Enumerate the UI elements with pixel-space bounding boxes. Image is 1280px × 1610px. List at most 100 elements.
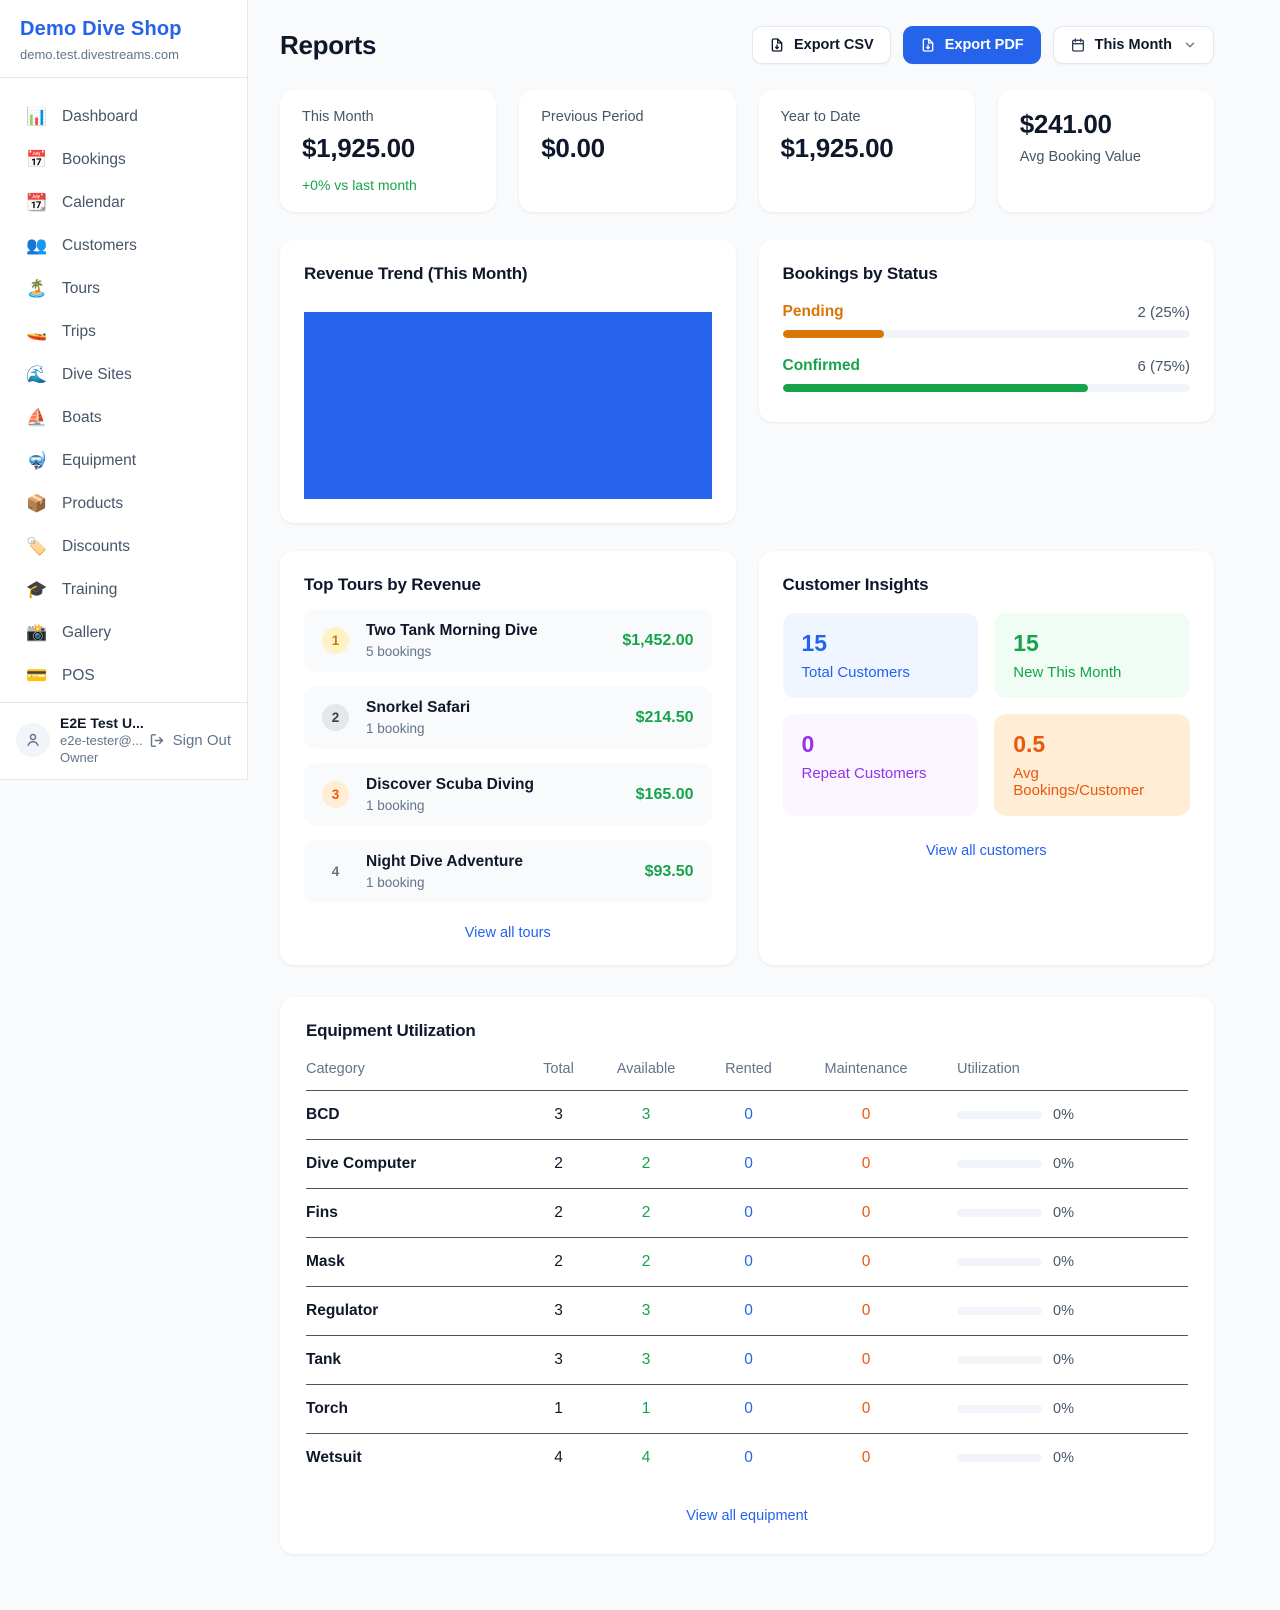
cell-rented: 0 bbox=[744, 1351, 753, 1368]
equipment-utilization-title: Equipment Utilization bbox=[306, 1021, 476, 1040]
utilization-bar bbox=[957, 1307, 1042, 1315]
cell-total: 3 bbox=[554, 1351, 563, 1368]
column-header-rented: Rented bbox=[725, 1061, 772, 1077]
cell-total: 2 bbox=[554, 1253, 563, 1270]
user-meta: E2E Test U... e2e-tester@... Owner bbox=[60, 715, 144, 765]
table-row: BCD 3 3 0 0 0% bbox=[306, 1091, 1188, 1140]
cell-maintenance: 0 bbox=[861, 1302, 871, 1319]
page-title: Reports bbox=[280, 29, 377, 60]
utilization-percent: 0% bbox=[1053, 1352, 1074, 1368]
sidebar-item-trips[interactable]: 🚤 Trips bbox=[14, 313, 233, 351]
status-progress-fill bbox=[782, 384, 1089, 392]
tour-row: 2 Snorkel Safari 1 booking $214.50 bbox=[304, 686, 712, 749]
sidebar-item-gallery[interactable]: 📸 Gallery bbox=[14, 614, 233, 652]
cell-available: 3 bbox=[641, 1302, 651, 1319]
training-icon: 🎓 bbox=[26, 580, 48, 599]
equipment-icon: 🤿 bbox=[26, 451, 48, 470]
cell-available: 4 bbox=[641, 1449, 651, 1466]
sidebar-item-label: Training bbox=[62, 581, 118, 598]
view-all-equipment-link[interactable]: View all equipment bbox=[686, 1508, 808, 1524]
file-export-icon bbox=[771, 38, 783, 52]
table-row: Tank 3 3 0 0 0% bbox=[306, 1336, 1188, 1385]
sidebar-item-equipment[interactable]: 🤿 Equipment bbox=[14, 442, 233, 480]
cell-available: 3 bbox=[641, 1106, 651, 1123]
cell-category: BCD bbox=[306, 1106, 340, 1123]
column-header-category: Category bbox=[306, 1061, 365, 1077]
tour-name: Snorkel Safari bbox=[366, 699, 471, 716]
column-header-total: Total bbox=[543, 1061, 574, 1077]
sidebar-item-tours[interactable]: 🏝️ Tours bbox=[14, 270, 233, 308]
sidebar-item-discounts[interactable]: 🏷️ Discounts bbox=[14, 528, 233, 566]
sidebar-item-dive-sites[interactable]: 🌊 Dive Sites bbox=[14, 356, 233, 394]
revenue-trend-bar bbox=[304, 312, 712, 499]
sidebar-item-label: Boats bbox=[62, 409, 102, 426]
discounts-icon: 🏷️ bbox=[26, 537, 48, 556]
cell-maintenance: 0 bbox=[861, 1351, 871, 1368]
tours-icon: 🏝️ bbox=[26, 279, 48, 298]
sign-out-label: Sign Out bbox=[172, 731, 231, 749]
lists-row: Top Tours by Revenue 1 Two Tank Morning … bbox=[280, 551, 1214, 965]
sidebar-item-pos[interactable]: 💳 POS bbox=[14, 657, 233, 695]
sidebar-nav: 📊 Dashboard 📅 Bookings 📆 Calendar 👥 Customer… bbox=[0, 78, 247, 722]
tour-row: 1 Two Tank Morning Dive 5 bookings $1,452… bbox=[304, 609, 712, 672]
utilization-percent: 0% bbox=[1053, 1107, 1074, 1123]
tour-bookings: 1 booking bbox=[366, 721, 425, 736]
period-dropdown[interactable]: This Month bbox=[1052, 26, 1214, 64]
status-row-confirmed: Confirmed 6 (75%) bbox=[782, 357, 1190, 392]
export-pdf-button[interactable]: Export PDF bbox=[902, 26, 1041, 64]
export-csv-button[interactable]: Export CSV bbox=[751, 26, 891, 64]
tour-revenue: $165.00 bbox=[635, 785, 694, 803]
stat-value: $0.00 bbox=[541, 133, 605, 163]
tile-value: 0.5 bbox=[1013, 731, 1046, 757]
avatar bbox=[16, 723, 50, 757]
cell-rented: 0 bbox=[744, 1106, 753, 1123]
export-csv-label: Export CSV bbox=[793, 37, 874, 53]
cell-maintenance: 0 bbox=[861, 1106, 871, 1123]
utilization-percent: 0% bbox=[1053, 1450, 1074, 1466]
boats-icon: ⛵ bbox=[26, 408, 48, 427]
table-row: Fins 2 2 0 0 0% bbox=[306, 1189, 1188, 1238]
tour-revenue: $1,452.00 bbox=[622, 631, 694, 649]
cell-available: 1 bbox=[641, 1400, 651, 1417]
sidebar-item-customers[interactable]: 👥 Customers bbox=[14, 227, 233, 265]
table-row: Dive Computer 2 2 0 0 0% bbox=[306, 1140, 1188, 1189]
cell-rented: 0 bbox=[744, 1449, 753, 1466]
column-header-utilization: Utilization bbox=[957, 1061, 1020, 1077]
cell-total: 1 bbox=[554, 1400, 563, 1417]
stat-value: $1,925.00 bbox=[302, 133, 415, 163]
sidebar-item-boats[interactable]: ⛵ Boats bbox=[14, 399, 233, 437]
bookings-by-status-title: Bookings by Status bbox=[782, 264, 938, 283]
sidebar-item-bookings[interactable]: 📅 Bookings bbox=[14, 141, 233, 179]
user-email: e2e-tester@... bbox=[60, 733, 143, 748]
brand: Demo Dive Shop demo.test.divestreams.com bbox=[0, 0, 247, 78]
status-progress-fill bbox=[782, 330, 885, 338]
stat-card-previous-period: Previous Period $0.00 bbox=[519, 90, 736, 212]
sign-out-button[interactable]: Sign Out bbox=[149, 732, 231, 749]
top-tours-title: Top Tours by Revenue bbox=[304, 575, 481, 594]
cell-utilization: 0% bbox=[931, 1156, 1188, 1172]
tile-value: 15 bbox=[1013, 630, 1039, 656]
sidebar-item-products[interactable]: 📦 Products bbox=[14, 485, 233, 523]
sidebar-item-label: Dashboard bbox=[62, 108, 138, 125]
cell-maintenance: 0 bbox=[861, 1204, 871, 1221]
utilization-percent: 0% bbox=[1053, 1303, 1074, 1319]
status-progress-track bbox=[782, 384, 1190, 392]
sidebar-item-calendar[interactable]: 📆 Calendar bbox=[14, 184, 233, 222]
charts-row: Revenue Trend (This Month) Bookings by S… bbox=[280, 240, 1214, 523]
cell-category: Mask bbox=[306, 1253, 345, 1270]
sidebar-item-dashboard[interactable]: 📊 Dashboard bbox=[14, 98, 233, 136]
status-count: 6 (75%) bbox=[1137, 357, 1190, 375]
cell-utilization: 0% bbox=[931, 1205, 1188, 1221]
table-row: Mask 2 2 0 0 0% bbox=[306, 1238, 1188, 1287]
tour-bookings: 5 bookings bbox=[366, 644, 432, 659]
page-header: Reports Export CSV Export PDF This Month bbox=[280, 26, 1214, 64]
view-all-customers-link[interactable]: View all customers bbox=[925, 843, 1047, 859]
cell-category: Fins bbox=[306, 1204, 338, 1221]
sidebar-item-label: Bookings bbox=[62, 151, 126, 168]
cell-available: 3 bbox=[641, 1351, 651, 1368]
view-all-tours-link[interactable]: View all tours bbox=[464, 925, 551, 941]
utilization-bar bbox=[957, 1111, 1042, 1119]
sidebar-item-training[interactable]: 🎓 Training bbox=[14, 571, 233, 609]
cell-maintenance: 0 bbox=[861, 1253, 871, 1270]
table-row: Torch 1 1 0 0 0% bbox=[306, 1385, 1188, 1434]
